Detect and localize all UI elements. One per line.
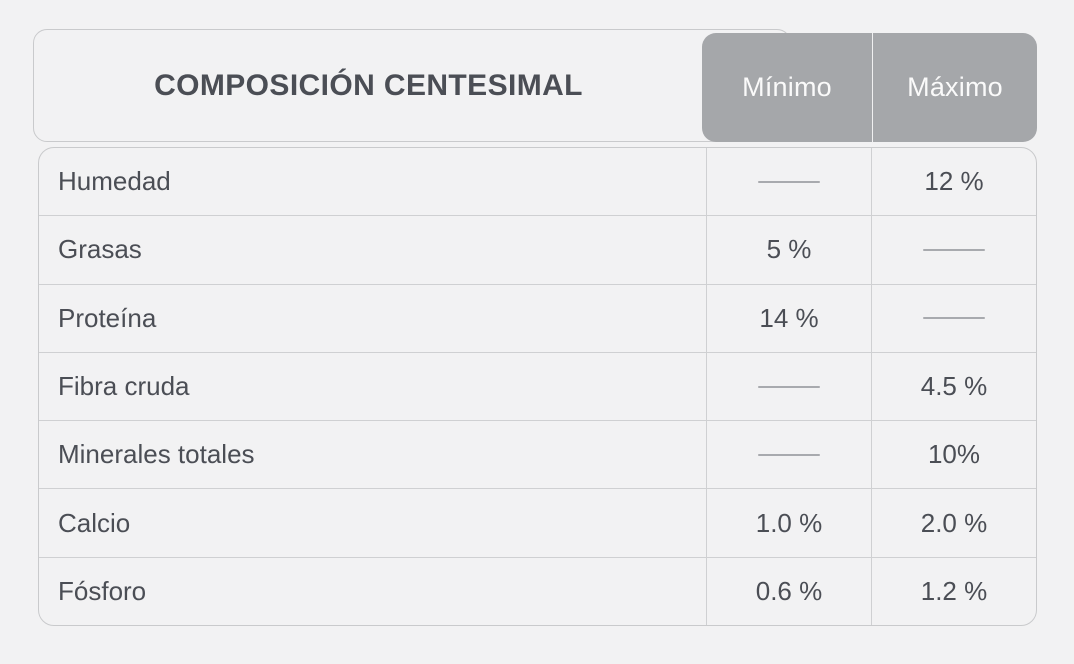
cell-value-text: 5 %	[766, 234, 812, 265]
cell-min: 5 %	[707, 216, 872, 284]
table-row: Fibra cruda 4.5 %	[39, 352, 1036, 422]
empty-value-dash-icon	[758, 385, 820, 388]
cell-max: 10%	[872, 421, 1036, 488]
cell-min: 0.6 %	[707, 557, 872, 625]
page-title: COMPOSICIÓN CENTESIMAL	[154, 68, 583, 102]
column-header-minimo-label: Mínimo	[742, 72, 832, 102]
cell-min	[707, 421, 872, 489]
table-row: Proteína 14 %	[39, 284, 1036, 353]
table-header-band: COMPOSICIÓN CENTESIMAL Mínimo Máximo	[33, 29, 1037, 142]
cell-value-text: 1.0 %	[755, 507, 823, 538]
column-header-divider	[872, 33, 873, 142]
empty-value-dash-icon	[923, 317, 985, 320]
empty-value-dash-icon	[758, 453, 820, 456]
cell-min	[707, 148, 872, 216]
cell-min: 14 %	[707, 284, 872, 352]
row-label: Humedad	[39, 148, 707, 216]
cell-max: 12 %	[872, 148, 1036, 215]
cell-min: 1.0 %	[707, 489, 872, 557]
cell-value-text: 14 %	[759, 302, 819, 333]
row-label: Grasas	[39, 216, 707, 284]
row-label: Fibra cruda	[39, 352, 707, 421]
table-row: Minerales totales 10%	[39, 421, 1036, 490]
cell-value-text: 10%	[927, 439, 981, 470]
table-row: Grasas 5 %	[39, 216, 1036, 285]
table-row: Fósforo 0.6 % 1.2 %	[39, 557, 1036, 625]
cell-max: 1.2 %	[872, 558, 1036, 625]
column-header-maximo-label: Máximo	[907, 72, 1003, 102]
table-row: Calcio 1.0 % 2.0 %	[39, 489, 1036, 558]
cell-value-text: 4.5 %	[920, 371, 988, 402]
empty-value-dash-icon	[923, 248, 985, 251]
table-body-panel: Humedad 12 % Grasas 5 % Proteína 14 % Fibra cr…	[38, 147, 1037, 626]
column-header-maximo: Máximo	[873, 33, 1037, 142]
cell-value-text: 1.2 %	[920, 576, 988, 607]
table-row: Humedad 12 %	[39, 148, 1036, 217]
cell-value-text: 0.6 %	[755, 576, 823, 607]
row-label: Proteína	[39, 284, 707, 352]
cell-value-text: 2.0 %	[920, 507, 988, 538]
column-header-minimo: Mínimo	[702, 33, 872, 142]
title-panel: COMPOSICIÓN CENTESIMAL	[33, 29, 791, 142]
empty-value-dash-icon	[758, 180, 820, 183]
cell-max: 2.0 %	[872, 489, 1036, 556]
row-label: Minerales totales	[39, 421, 707, 489]
row-label: Fósforo	[39, 557, 707, 625]
cell-max	[872, 285, 1036, 352]
row-label: Calcio	[39, 489, 707, 557]
cell-value-text: 12 %	[924, 166, 984, 197]
cell-max	[872, 216, 1036, 283]
cell-max: 4.5 %	[872, 353, 1036, 420]
cell-min	[707, 352, 872, 421]
table-rows: Humedad 12 % Grasas 5 % Proteína 14 % Fibra cr…	[39, 148, 1036, 625]
